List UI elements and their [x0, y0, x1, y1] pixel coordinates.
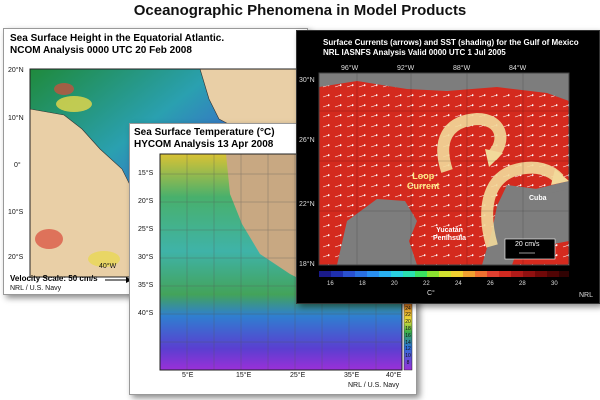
sst-lat-label: 25°S — [138, 226, 154, 233]
sst-colorbar-tick: 10 — [405, 353, 411, 360]
gom-land-cuba — [527, 181, 569, 197]
sst-title-line1: Sea Surface Temperature (°C) — [134, 127, 275, 138]
gom-title-line2: NRL IASNFS Analysis Valid 0000 UTC 1 Jul… — [323, 48, 506, 57]
gom-lon-label: 96°W — [341, 65, 359, 72]
yucatan-label-line2: Peninsula — [433, 235, 467, 242]
ssh-credit: NRL / U.S. Navy — [10, 285, 62, 292]
sst-colorbar-tick: 20 — [405, 319, 411, 326]
sst-lat-label: 15°S — [138, 170, 154, 177]
sst-lat-label: 30°S — [138, 254, 154, 261]
gom-map — [318, 72, 570, 277]
sst-lon-label: 35°E — [344, 372, 360, 379]
ssh-lat-label: 10°N — [8, 115, 24, 122]
gom-colorbar-tick: 20 — [391, 281, 398, 287]
gom-panel: Surface Currents (arrows) and SST (shadi… — [296, 30, 600, 304]
gom-lon-label: 84°W — [509, 65, 527, 72]
sst-lon-label: 40°E — [386, 372, 402, 379]
sst-colorbar-tick: 8 — [406, 359, 410, 366]
gom-lon-label: 92°W — [397, 65, 415, 72]
gom-lat-label: 22°N — [299, 201, 315, 208]
sst-colorbar-tick: 22 — [405, 312, 411, 319]
yucatan-label-line1: Yucatán — [436, 227, 463, 234]
sst-colorbar-tick: 16 — [405, 332, 411, 339]
gom-title-line1: Surface Currents (arrows) and SST (shadi… — [323, 38, 579, 47]
ssh-lat-label: 20°N — [8, 67, 24, 74]
current-arrow-icon — [481, 161, 564, 248]
sst-credit: NRL / U.S. Navy — [348, 382, 400, 389]
ssh-lon-label: 40°W — [99, 263, 117, 270]
loop-current-label-line1: Loop — [412, 171, 435, 181]
gom-lat-label: 26°N — [299, 137, 315, 144]
page-title: Oceanographic Phenomena in Model Product… — [133, 2, 467, 19]
gom-colorbar — [319, 271, 569, 277]
ssh-title-line2: NCOM Analysis 0000 UTC 20 Feb 2008 — [10, 45, 192, 56]
sst-colorbar-tick: 18 — [405, 325, 411, 332]
ssh-velocity-scale: Velocity Scale: 50 cm/s — [10, 274, 98, 283]
gom-colorbar-tick: 28 — [519, 281, 526, 287]
sst-colorbar-tick: 14 — [405, 339, 411, 346]
gom-colorbar-tick: 22 — [423, 281, 430, 287]
sst-title-line2: HYCOM Analysis 13 Apr 2008 — [134, 139, 274, 150]
gom-colorbar-tick: 24 — [455, 281, 462, 287]
sst-colorbar-tick: 12 — [405, 346, 411, 353]
sst-lat-label: 20°S — [138, 198, 154, 205]
gom-colorbar-tick: 26 — [487, 281, 494, 287]
gom-lon-label: 88°W — [453, 65, 471, 72]
ssh-title-line1: Sea Surface Height in the Equatorial Atl… — [10, 33, 225, 44]
gom-colorbar-tick: 16 — [327, 281, 334, 287]
ssh-lat-label: 20°S — [8, 254, 24, 261]
gom-sst-field — [319, 81, 569, 265]
gom-colorbar-tick: 30 — [551, 281, 558, 287]
sst-lat-label: 35°S — [138, 282, 154, 289]
ssh-lat-label: 10°S — [8, 209, 24, 216]
sst-colorbar-tick: 24 — [405, 305, 411, 312]
loop-current-label-line2: Current — [407, 181, 440, 191]
sst-lon-label: 15°E — [236, 372, 252, 379]
gom-lat-label: 30°N — [299, 77, 315, 84]
gom-colorbar-unit: C° — [427, 290, 435, 297]
yucatan-label: Yucatán Peninsula — [433, 227, 466, 243]
loop-current-label: Loop Current — [407, 171, 440, 191]
gom-scale-label: 20 cm/s — [515, 241, 540, 248]
gom-colorbar-ticks: 16 18 20 22 24 26 28 30 — [319, 281, 569, 289]
gom-scale-box — [504, 238, 556, 260]
gom-lat-label: 18°N — [299, 261, 315, 268]
loop-current-arrow-icon — [437, 112, 507, 173]
sst-lon-label: 25°E — [290, 372, 306, 379]
sst-lat-label: 40°S — [138, 310, 154, 317]
ssh-lat-label: 0° — [14, 162, 21, 169]
gom-credit: NRL — [579, 292, 594, 299]
sst-lon-label: 5°E — [182, 372, 194, 379]
cuba-label: Cuba — [529, 195, 547, 202]
gom-colorbar-tick: 18 — [359, 281, 366, 287]
